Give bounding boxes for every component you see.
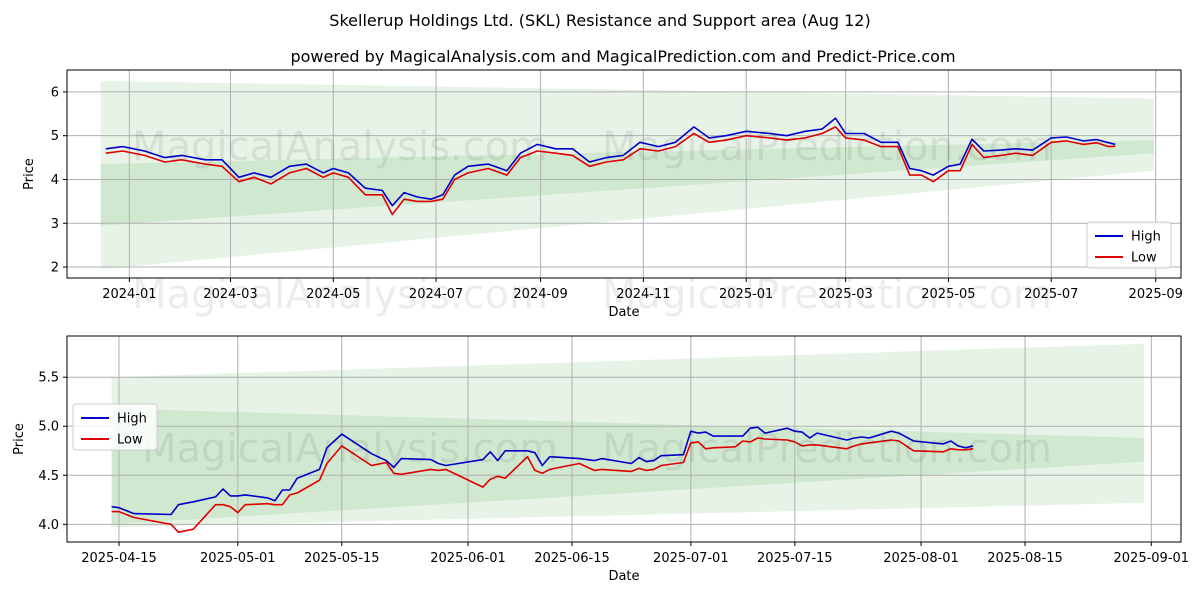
x-tick-label: 2025-01	[719, 287, 773, 302]
series-line-low	[111, 437, 974, 533]
top-panel: MagicalAnalysis.com MagicalPrediction.com…	[22, 69, 1183, 320]
watermark-analysis: MagicalAnalysis.com	[132, 124, 548, 170]
chart-subtitle: powered by MagicalAnalysis.com and Magic…	[290, 47, 955, 66]
watermark-prediction: MagicalPrediction.com	[602, 426, 1052, 472]
x-tick-label: 2024-03	[203, 287, 257, 302]
y-tick-label: 4	[51, 173, 59, 188]
x-tick-label: 2025-07	[1024, 287, 1078, 302]
axes-frame	[66, 69, 1182, 279]
y-tick-label: 3	[51, 217, 59, 232]
watermark-analysis: MagicalAnalysis.com	[132, 272, 548, 318]
y-tick-label: 4.5	[38, 469, 59, 484]
y-axis-label: Price	[12, 423, 27, 455]
x-axis-label: Date	[608, 569, 639, 584]
x-tick-label: 2024-11	[616, 287, 670, 302]
y-tick-label: 6	[51, 85, 59, 100]
series-line-low	[105, 126, 1116, 216]
x-tick-label: 2025-08-01	[883, 551, 959, 566]
x-tick-label: 2024-05	[306, 287, 360, 302]
legend: High Low	[72, 403, 158, 451]
x-tick-label: 2025-04-15	[81, 551, 157, 566]
series-line-high	[105, 117, 1116, 207]
x-tick-label: 2025-06-01	[430, 551, 506, 566]
x-tick-label: 2025-06-15	[534, 551, 610, 566]
bottom-panel: MagicalAnalysis.com MagicalPrediction.com…	[12, 335, 1190, 584]
band-outer	[100, 80, 1155, 270]
series-line-high	[111, 426, 974, 516]
x-tick-label: 2025-09-01	[1114, 551, 1190, 566]
legend-label-high: High	[117, 412, 147, 427]
band-inner	[100, 140, 1155, 226]
y-axis-label: Price	[22, 158, 37, 190]
legend-label-high: High	[1131, 230, 1161, 245]
x-tick-label: 2025-05-01	[200, 551, 276, 566]
x-tick-label: 2024-09	[513, 287, 567, 302]
y-tick-label: 5.5	[38, 371, 59, 386]
legend-label-low: Low	[1131, 251, 1157, 266]
y-tick-label: 5.0	[38, 420, 59, 435]
axes-frame	[66, 335, 1182, 543]
watermark-prediction: MagicalPrediction.com	[602, 272, 1052, 318]
watermark-analysis: MagicalAnalysis.com	[142, 426, 558, 472]
x-tick-label: 2024-07	[409, 287, 463, 302]
y-tick-label: 5	[51, 129, 59, 144]
y-tick-label: 2	[51, 261, 59, 276]
legend-label-low: Low	[117, 433, 143, 448]
chart-title: Skellerup Holdings Ltd. (SKL) Resistance…	[329, 11, 870, 30]
y-tick-label: 4.0	[38, 518, 59, 533]
watermark-prediction: MagicalPrediction.com	[602, 124, 1052, 170]
plot-area	[67, 70, 1181, 278]
plot-area	[67, 336, 1181, 542]
x-axis-label: Date	[608, 305, 639, 320]
band-inner	[111, 408, 1144, 525]
x-tick-label: 2025-07-15	[757, 551, 833, 566]
x-tick-label: 2025-09	[1129, 287, 1183, 302]
x-tick-label: 2025-07-01	[653, 551, 729, 566]
x-tick-label: 2025-05-15	[304, 551, 380, 566]
x-tick-label: 2024-01	[102, 287, 156, 302]
x-tick-label: 2025-03	[818, 287, 872, 302]
x-tick-label: 2025-08-15	[987, 551, 1063, 566]
legend: High Low	[1086, 221, 1172, 269]
band-outer	[111, 343, 1144, 528]
x-tick-label: 2025-05	[921, 287, 975, 302]
